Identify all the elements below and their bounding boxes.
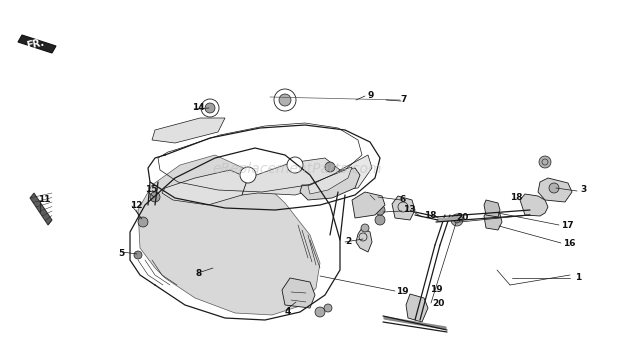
Text: 12: 12: [130, 202, 143, 211]
Polygon shape: [242, 158, 340, 195]
Text: 14: 14: [192, 103, 205, 113]
Polygon shape: [352, 192, 385, 218]
Text: 19: 19: [396, 287, 409, 297]
Polygon shape: [392, 196, 415, 220]
Circle shape: [324, 304, 332, 312]
Polygon shape: [138, 155, 320, 315]
Polygon shape: [282, 278, 315, 308]
Circle shape: [240, 167, 256, 183]
Circle shape: [454, 217, 460, 223]
Circle shape: [138, 217, 148, 227]
Text: eReplacementParts.com: eReplacementParts.com: [213, 161, 383, 176]
Text: 15: 15: [145, 185, 157, 194]
Text: 17: 17: [561, 220, 574, 229]
Text: 8: 8: [196, 269, 202, 277]
Circle shape: [134, 251, 142, 259]
Circle shape: [201, 99, 219, 117]
Text: 6: 6: [400, 195, 406, 205]
Circle shape: [287, 157, 303, 173]
Circle shape: [539, 156, 551, 168]
Circle shape: [451, 214, 463, 226]
Text: 16: 16: [563, 239, 575, 247]
Circle shape: [375, 205, 385, 215]
Text: 18: 18: [510, 193, 523, 203]
Circle shape: [325, 162, 335, 172]
Text: 9: 9: [367, 91, 373, 99]
Circle shape: [549, 183, 559, 193]
Text: 7: 7: [400, 95, 406, 104]
Polygon shape: [18, 35, 56, 53]
Polygon shape: [484, 200, 500, 217]
Text: 2: 2: [345, 238, 352, 246]
Polygon shape: [406, 294, 428, 322]
Polygon shape: [538, 178, 572, 202]
Circle shape: [375, 215, 385, 225]
Text: 11: 11: [38, 195, 50, 205]
Text: 5: 5: [118, 248, 124, 257]
Polygon shape: [308, 167, 352, 194]
Circle shape: [274, 89, 296, 111]
Circle shape: [279, 94, 291, 106]
Circle shape: [361, 224, 369, 232]
Text: 20: 20: [432, 300, 445, 308]
Polygon shape: [484, 210, 502, 230]
Text: 19: 19: [430, 285, 443, 295]
Text: FR.: FR.: [25, 37, 45, 51]
Text: 3: 3: [580, 185, 587, 194]
Circle shape: [205, 103, 215, 113]
Text: 4: 4: [285, 307, 291, 316]
Polygon shape: [30, 193, 52, 225]
Text: 18: 18: [424, 212, 436, 220]
Polygon shape: [300, 168, 360, 200]
Circle shape: [150, 192, 160, 202]
Polygon shape: [330, 155, 372, 190]
Circle shape: [315, 307, 325, 317]
Polygon shape: [356, 228, 372, 252]
Polygon shape: [520, 194, 548, 216]
Text: 20: 20: [456, 214, 468, 222]
Text: 13: 13: [403, 206, 415, 214]
Polygon shape: [162, 170, 248, 205]
Polygon shape: [152, 118, 225, 143]
Text: 1: 1: [575, 274, 582, 282]
